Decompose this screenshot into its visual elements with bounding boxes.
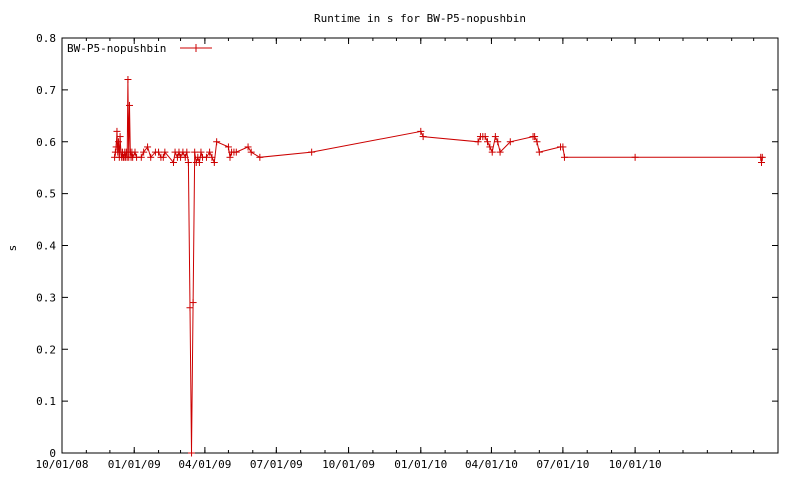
data-point <box>210 159 218 166</box>
data-point <box>224 143 232 151</box>
data-point <box>758 159 766 166</box>
x-tick-label: 07/01/09 <box>250 458 303 471</box>
y-tick-label: 0.4 <box>36 240 56 253</box>
data-point <box>169 159 177 166</box>
data-point <box>113 127 121 135</box>
data-point <box>144 143 152 151</box>
y-tick-label: 0.7 <box>36 84 56 97</box>
data-point <box>758 153 766 161</box>
data-point <box>115 138 123 146</box>
data-point <box>256 153 264 161</box>
y-tick-label: 0.8 <box>36 32 56 45</box>
data-point <box>419 133 427 141</box>
data-point <box>488 148 496 156</box>
axis-ticks: 0 0.1 0.2 0.3 0.4 0.5 0.6 0.7 0.8 10/01/08 01/01/0… <box>36 32 779 471</box>
legend-label: BW-P5-nopushbin <box>67 42 166 55</box>
data-point <box>481 133 489 141</box>
data-point <box>484 138 492 146</box>
data-point <box>308 148 316 156</box>
data-point <box>213 138 221 146</box>
data-point <box>486 143 494 151</box>
data-point <box>137 153 145 161</box>
data-point <box>506 138 514 146</box>
y-tick-label: 0.6 <box>36 136 56 149</box>
data-point <box>226 153 234 161</box>
data-point <box>191 148 199 156</box>
x-tick-label: 04/01/10 <box>465 458 518 471</box>
data-point <box>147 153 155 161</box>
x-tick-label: 01/01/09 <box>108 458 161 471</box>
data-point <box>491 133 499 141</box>
data-point <box>208 153 216 161</box>
x-tick-label: 10/01/10 <box>609 458 662 471</box>
plot-frame <box>61 37 779 454</box>
data-point <box>417 127 425 135</box>
data-point <box>535 148 543 156</box>
data-point <box>159 153 167 161</box>
x-tick-label: 10/01/09 <box>322 458 375 471</box>
chart-title: Runtime in s for BW-P5-nopushbin <box>314 12 526 25</box>
y-tick-label: 0 <box>49 447 56 460</box>
data-point <box>131 148 139 156</box>
series-layer <box>111 76 766 457</box>
data-point <box>140 148 148 156</box>
data-point <box>186 304 194 312</box>
data-point <box>244 143 252 151</box>
y-tick-label: 0.2 <box>36 343 56 356</box>
data-point <box>494 138 502 146</box>
x-tick-label: 01/01/10 <box>394 458 447 471</box>
y-tick-label: 0.3 <box>36 291 56 304</box>
legend: BW-P5-nopushbin <box>67 42 212 55</box>
data-point <box>197 148 205 156</box>
data-point <box>631 153 639 161</box>
data-point <box>161 148 169 156</box>
y-tick-label: 0.1 <box>36 395 56 408</box>
data-point <box>184 159 192 166</box>
data-point <box>206 148 214 156</box>
data-point <box>232 148 240 156</box>
data-point <box>531 133 539 141</box>
data-point <box>560 153 568 161</box>
y-tick-label: 0.5 <box>36 188 56 201</box>
x-tick-label: 10/01/08 <box>36 458 89 471</box>
data-point <box>247 148 255 156</box>
data-point <box>474 138 482 146</box>
x-tick-label: 04/01/09 <box>178 458 231 471</box>
data-point <box>496 148 504 156</box>
data-point <box>126 101 134 109</box>
data-point <box>112 143 120 151</box>
y-axis-label: s <box>6 245 19 252</box>
data-point <box>124 76 132 83</box>
data-point <box>195 159 203 166</box>
data-point <box>155 148 163 156</box>
data-point <box>116 133 124 141</box>
series-line <box>114 79 763 454</box>
data-point <box>188 449 196 457</box>
data-point <box>559 143 567 151</box>
x-tick-label: 07/01/10 <box>536 458 589 471</box>
data-point <box>183 148 191 156</box>
data-point <box>189 299 197 307</box>
data-point <box>181 153 189 161</box>
data-point <box>533 138 541 146</box>
